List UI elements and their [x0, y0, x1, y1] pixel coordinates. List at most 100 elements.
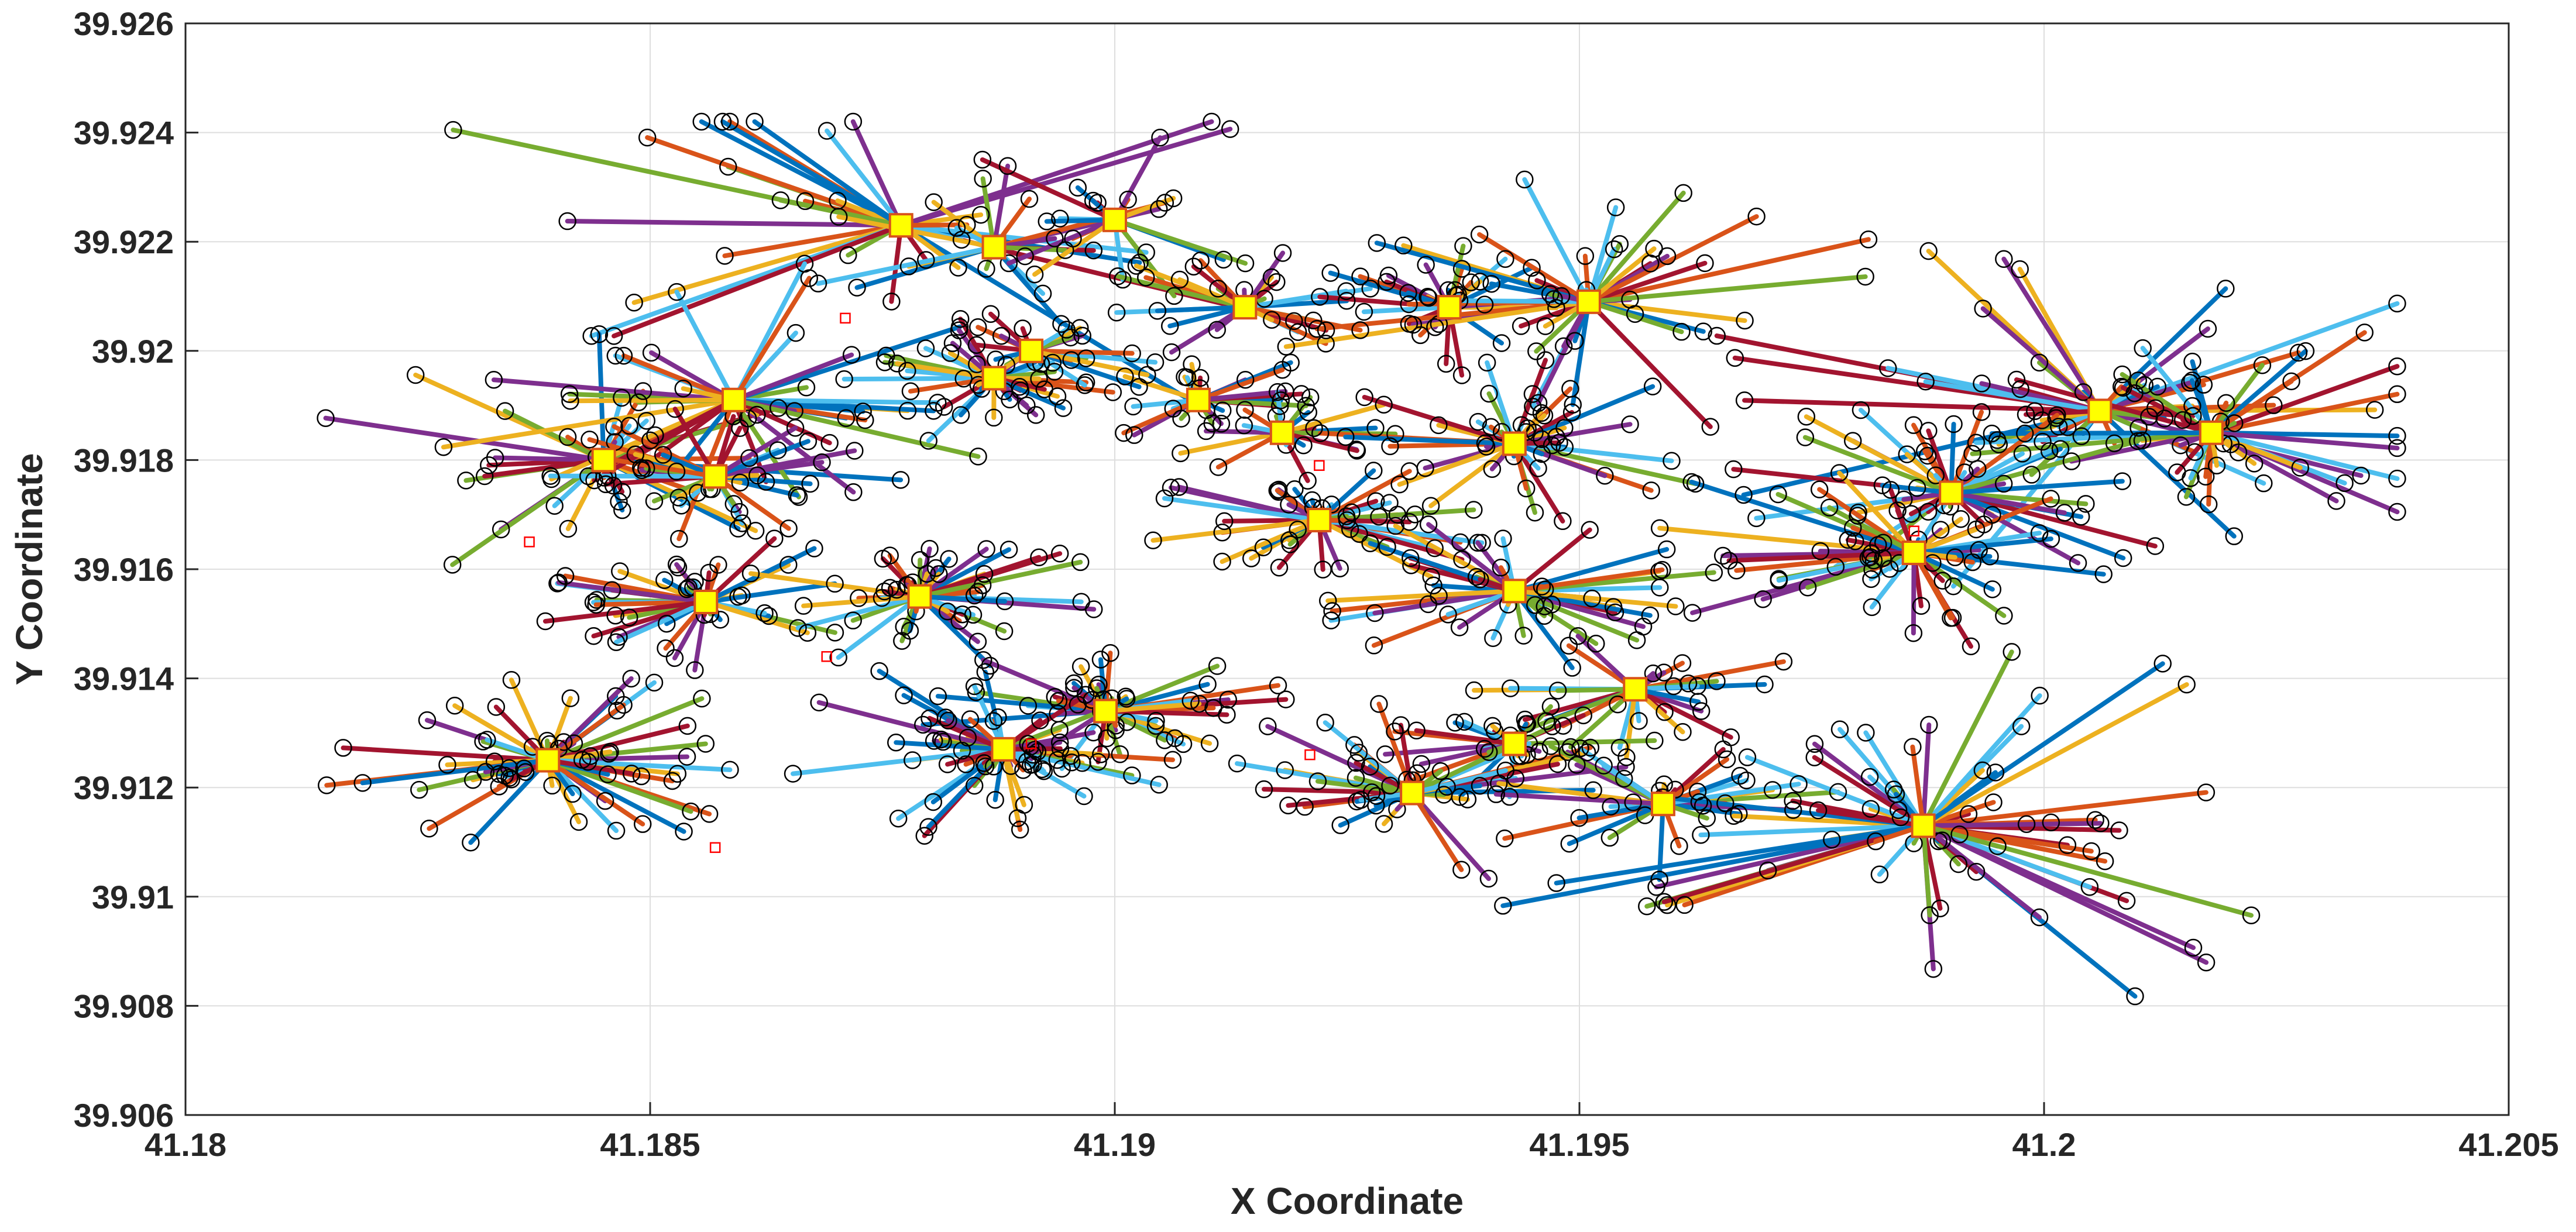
customer-point: [1375, 815, 1393, 833]
customer-point: [856, 411, 874, 429]
customer-point: [1116, 367, 1134, 386]
customer-point: [559, 519, 578, 538]
customer-point: [2130, 419, 2148, 437]
customer-point: [1609, 695, 1627, 714]
customer-point: [1178, 368, 1197, 387]
customer-point: [2042, 813, 2060, 832]
customer-point: [2055, 504, 2074, 522]
customer-point: [1962, 637, 1980, 656]
customer-point: [475, 467, 494, 486]
customer-point: [606, 346, 625, 365]
customer-point: [904, 751, 922, 769]
customer-point: [2388, 439, 2406, 457]
customer-point: [975, 565, 994, 583]
customer-point: [1533, 577, 1551, 596]
customer-point: [2022, 466, 2041, 484]
customer-point: [1650, 870, 1668, 889]
spoke-line: [1923, 379, 2103, 414]
customer-point: [1294, 436, 1313, 455]
customer-point: [888, 355, 906, 373]
customer-point: [1451, 533, 1469, 552]
customer-point: [977, 540, 995, 558]
customer-point: [870, 662, 888, 680]
customer-point: [1215, 512, 1234, 531]
customer-point: [977, 260, 995, 278]
y-tick-label: 39.926: [74, 5, 174, 42]
spoke-line: [591, 599, 709, 639]
customer-point: [1421, 497, 1440, 515]
customer-point: [984, 712, 1003, 730]
customer-point: [935, 398, 953, 416]
spoke-line: [1522, 177, 1591, 304]
customer-point: [1931, 521, 1950, 539]
customer-point: [2048, 406, 2066, 424]
customer-point: [2255, 474, 2273, 493]
spoke-line: [452, 703, 551, 763]
customer-point: [2148, 377, 2167, 396]
customer-point: [1155, 489, 1174, 508]
customer-point: [1076, 376, 1094, 394]
spoke-line: [1949, 490, 2158, 549]
customer-point: [1454, 237, 1472, 255]
customer-point: [1352, 791, 1370, 809]
customer-point: [1555, 438, 1574, 456]
hub-point: [1901, 541, 1926, 566]
customer-point: [1931, 899, 1949, 918]
spoke-line: [1414, 728, 1517, 746]
hub-point: [1911, 813, 1936, 838]
customer-point: [921, 539, 939, 558]
customer-point: [1576, 247, 1595, 265]
customer-point: [1299, 403, 1318, 422]
customer-point: [1272, 391, 1290, 409]
customer-point: [603, 581, 621, 599]
spoke-line: [1261, 787, 1415, 796]
customer-point: [1026, 406, 1045, 424]
customer-point: [2126, 987, 2144, 1006]
spoke-line: [612, 223, 904, 339]
spoke-line: [842, 376, 997, 382]
customer-point: [837, 409, 856, 427]
customer-point: [668, 283, 686, 301]
customer-point: [1453, 550, 1471, 569]
customer-point: [1902, 505, 1921, 523]
customer-point: [2140, 408, 2158, 426]
customer-point: [2327, 492, 2345, 510]
customer-point: [741, 565, 760, 583]
customer-point: [1536, 597, 1554, 615]
customer-point: [1361, 280, 1379, 298]
hub-point: [535, 748, 561, 773]
customer-point: [1674, 184, 1692, 202]
spoke-line: [1576, 801, 1665, 821]
customer-point: [2186, 443, 2204, 461]
spoke-line: [1410, 790, 1491, 882]
customer-point: [1949, 855, 1968, 873]
customer-point: [826, 574, 844, 593]
customer-point: [1242, 549, 1260, 567]
customer-point: [1016, 247, 1034, 266]
customer-point: [1478, 353, 1496, 372]
spoke-line: [1586, 214, 1759, 304]
customer-point: [789, 619, 807, 637]
customer-point: [2242, 906, 2261, 924]
spoke-line: [1325, 589, 1517, 603]
customer-point: [1541, 285, 1560, 303]
customer-point: [1562, 403, 1581, 422]
spoke-line: [1921, 682, 2189, 828]
customer-point: [1735, 391, 1754, 409]
customer-point: [2197, 783, 2216, 801]
customer-point: [916, 339, 935, 357]
customer-point: [1692, 702, 1711, 720]
customer-point: [1236, 254, 1255, 273]
customer-point: [813, 453, 831, 472]
spoke-line: [1112, 217, 1248, 266]
customer-point: [2352, 466, 2370, 485]
customer-point: [561, 689, 580, 707]
customer-point: [1536, 317, 1555, 335]
customer-point: [1317, 321, 1335, 339]
customer-point: [496, 402, 514, 420]
customer-point: [771, 191, 790, 209]
customer-point: [1624, 793, 1642, 811]
hub-point: [907, 584, 932, 609]
customer-point: [974, 170, 992, 188]
customer-point: [317, 776, 336, 794]
